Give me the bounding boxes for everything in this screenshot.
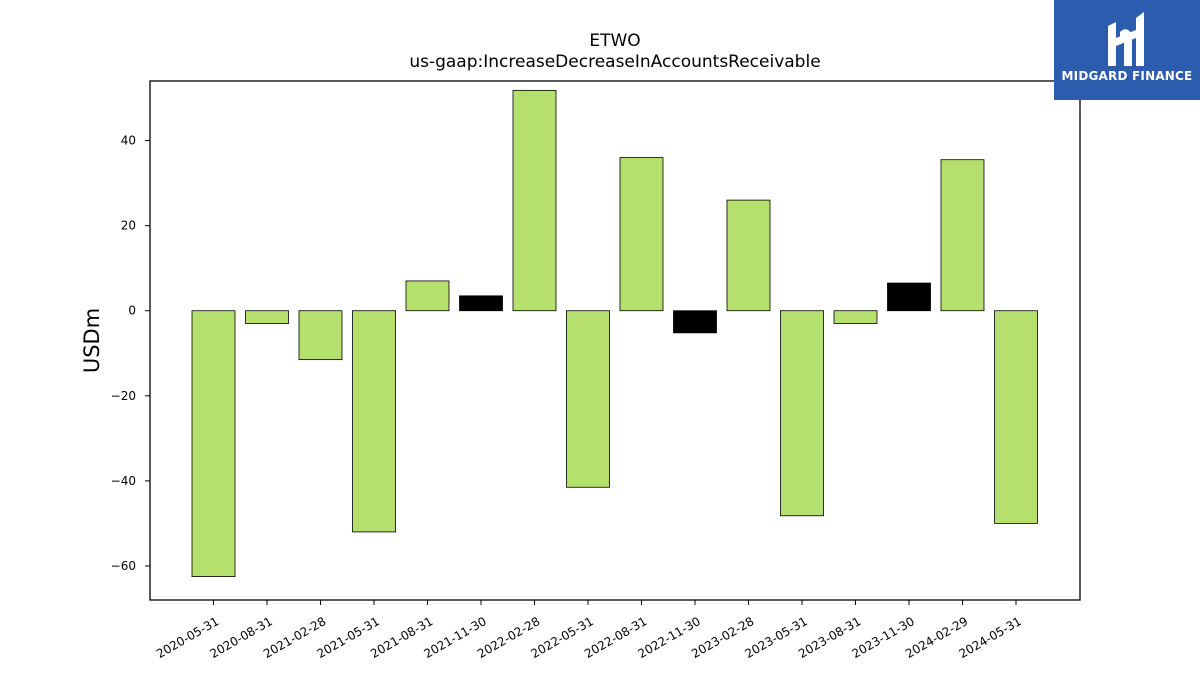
bar-2020-05-31	[191, 310, 236, 578]
y-tick-label: 0	[128, 304, 136, 318]
bar-2023-02-28	[726, 199, 771, 312]
y-tick-label: −40	[111, 474, 136, 488]
bar-2022-05-31	[566, 310, 610, 488]
chart-title: ETWO	[589, 31, 641, 51]
bar-2020-08-31	[245, 310, 289, 324]
logo-text: MIDGARD FINANCE	[1061, 69, 1193, 83]
bar-2022-08-31	[619, 157, 664, 312]
bar-2021-02-28	[298, 310, 343, 361]
bar-2023-05-31	[780, 310, 824, 517]
y-tick-label: 40	[121, 134, 136, 148]
bar-2022-11-30	[673, 310, 717, 334]
midgard-logo-icon	[1108, 12, 1144, 66]
midgard-finance-logo: MIDGARD FINANCE	[1054, 0, 1200, 100]
y-axis-label: USDm	[80, 308, 104, 373]
chart-subtitle: us-gaap:IncreaseDecreaseInAccountsReceiv…	[409, 52, 821, 72]
y-tick-label: 20	[121, 219, 136, 233]
bar-2021-08-31	[405, 280, 450, 312]
y-tick-label: −20	[111, 389, 136, 403]
bar-2021-05-31	[352, 310, 396, 533]
bar-2024-02-29	[940, 159, 985, 312]
y-axis: 40 20 0 −20 −40 −60	[111, 134, 150, 573]
bar-2021-11-30	[459, 295, 503, 312]
bar-2023-11-30	[887, 282, 931, 312]
x-axis: 2020-05-312020-08-312021-02-282021-05-31…	[154, 600, 1024, 661]
bar-2023-08-31	[833, 310, 878, 324]
bar-2022-02-28	[512, 89, 557, 312]
bar-2024-05-31	[994, 310, 1038, 524]
bars-group	[191, 89, 1038, 578]
plot-frame	[149, 80, 1081, 601]
y-tick-label: −60	[111, 559, 136, 573]
